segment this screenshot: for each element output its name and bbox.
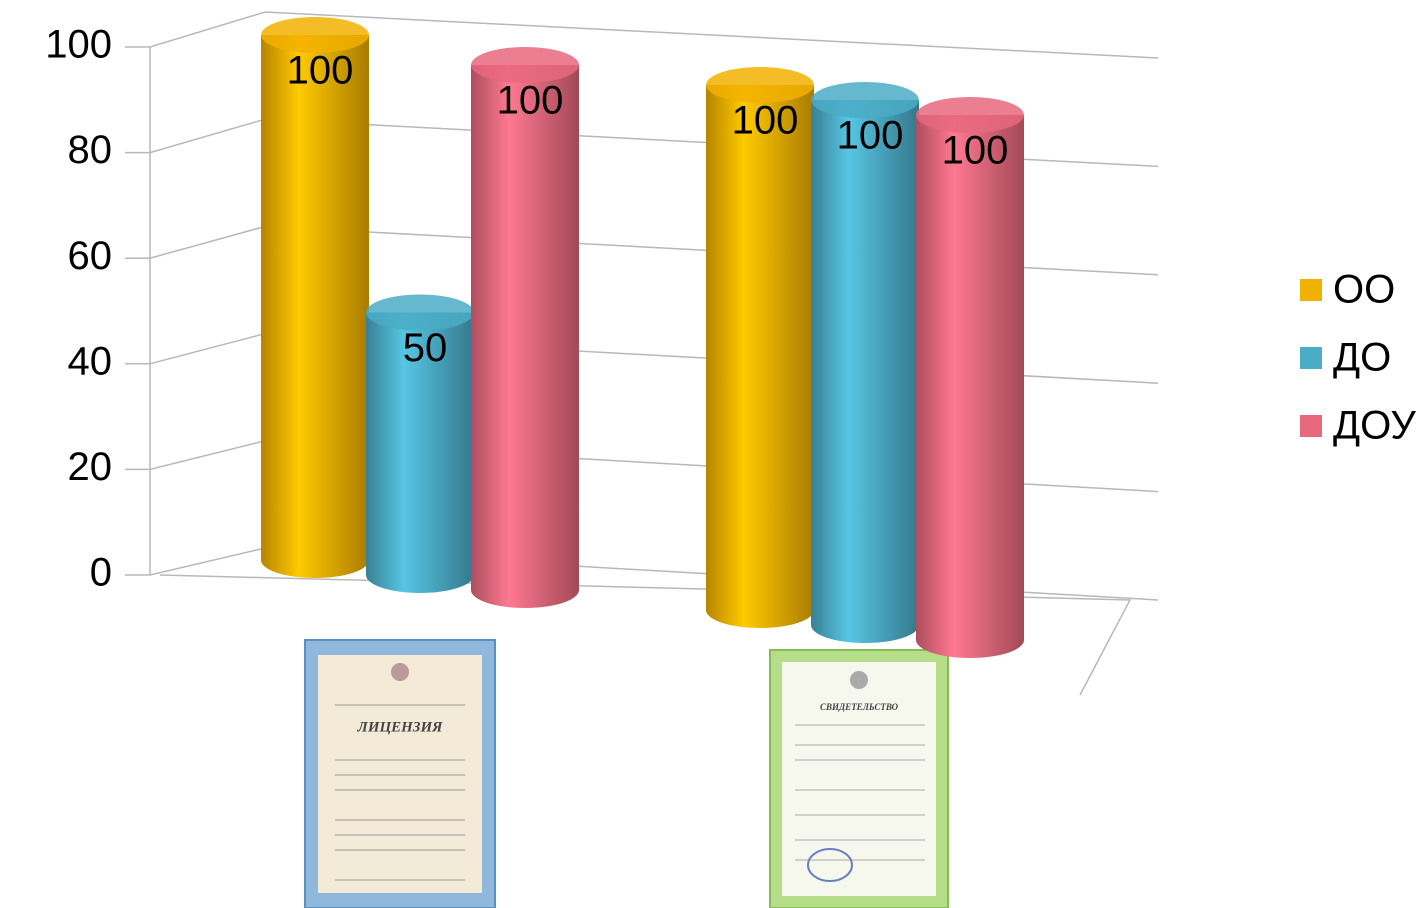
- cylinder-top: [471, 47, 579, 83]
- cylinder-top: [261, 17, 369, 53]
- cylinder: 100: [471, 47, 579, 608]
- bar: [471, 65, 579, 590]
- grid: 0 20 40 60 80 100: [45, 11, 1159, 696]
- document-heading: СВИДЕТЕЛЬСТВО: [820, 702, 898, 712]
- legend-label: ДО: [1333, 336, 1391, 380]
- bar: [261, 35, 369, 560]
- cylinder: 50: [366, 294, 474, 593]
- certificate-document: СВИДЕТЕЛЬСТВО: [769, 649, 949, 908]
- grid-line: [125, 11, 1159, 59]
- legend-label: ДОУ: [1333, 404, 1416, 448]
- cylinder: 100: [706, 67, 814, 628]
- cylinder: 100: [261, 17, 369, 578]
- y-tick-label: 40: [68, 339, 113, 383]
- legend-swatch: [1300, 279, 1322, 301]
- legend-label: ОО: [1333, 268, 1395, 312]
- y-tick-label: 100: [45, 23, 112, 67]
- legend-swatch: [1300, 415, 1322, 437]
- document-heading: ЛИЦЕНЗИЯ: [357, 719, 444, 735]
- cylinder: 100: [811, 82, 919, 643]
- bar: [706, 85, 814, 610]
- y-tick-label: 0: [90, 551, 112, 595]
- cylinder-top: [706, 67, 814, 103]
- bar: [366, 312, 474, 575]
- bar: [811, 100, 919, 625]
- value-label: 100: [287, 49, 354, 93]
- license-document: ЛИЦЕНЗИЯ: [304, 639, 496, 908]
- bar: [916, 115, 1024, 640]
- cylinder-top: [811, 82, 919, 118]
- y-tick-label: 60: [68, 234, 113, 278]
- y-tick-label: 20: [68, 445, 113, 489]
- value-label: 100: [837, 114, 904, 158]
- cylinder-top: [916, 97, 1024, 133]
- cylinder: 100: [916, 97, 1024, 658]
- cylinder-top: [366, 294, 474, 331]
- value-label: 100: [942, 129, 1009, 173]
- legend-swatch: [1300, 347, 1322, 369]
- value-label: 100: [732, 99, 799, 143]
- value-label: 100: [497, 79, 564, 123]
- value-label: 50: [403, 326, 448, 370]
- y-tick-label: 80: [68, 128, 113, 172]
